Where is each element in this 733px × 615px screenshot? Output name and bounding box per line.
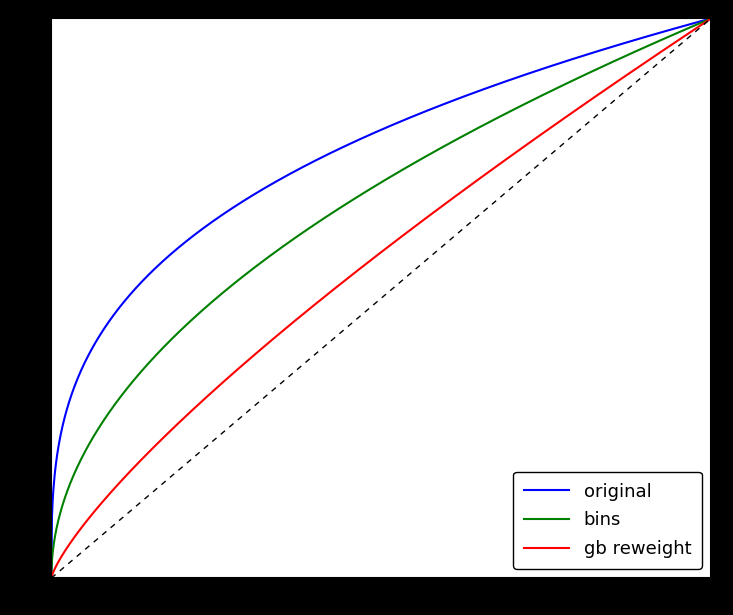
bins <box>573 74 582 82</box>
Line: bins: bins <box>51 18 711 578</box>
gb reweight <box>114 480 123 488</box>
original <box>47 574 56 582</box>
gb reweight <box>707 15 715 22</box>
bins <box>114 395 123 403</box>
gb reweight <box>573 105 582 113</box>
original <box>500 78 509 85</box>
bins <box>337 203 346 210</box>
gb reweight <box>47 574 56 582</box>
original <box>114 305 123 312</box>
bins <box>47 574 56 582</box>
gb reweight <box>500 157 509 164</box>
Legend: original, bins, gb reweight: original, bins, gb reweight <box>513 472 702 569</box>
bins <box>561 80 570 87</box>
original <box>707 15 715 22</box>
original <box>561 58 570 65</box>
gb reweight <box>314 298 323 306</box>
bins <box>314 218 323 226</box>
Line: original: original <box>51 18 711 578</box>
gb reweight <box>561 113 570 121</box>
bins <box>500 111 509 118</box>
gb reweight <box>337 279 346 287</box>
original <box>573 54 582 61</box>
original <box>314 156 323 163</box>
bins <box>707 15 715 22</box>
Line: gb reweight: gb reweight <box>51 18 711 578</box>
original <box>337 144 346 151</box>
